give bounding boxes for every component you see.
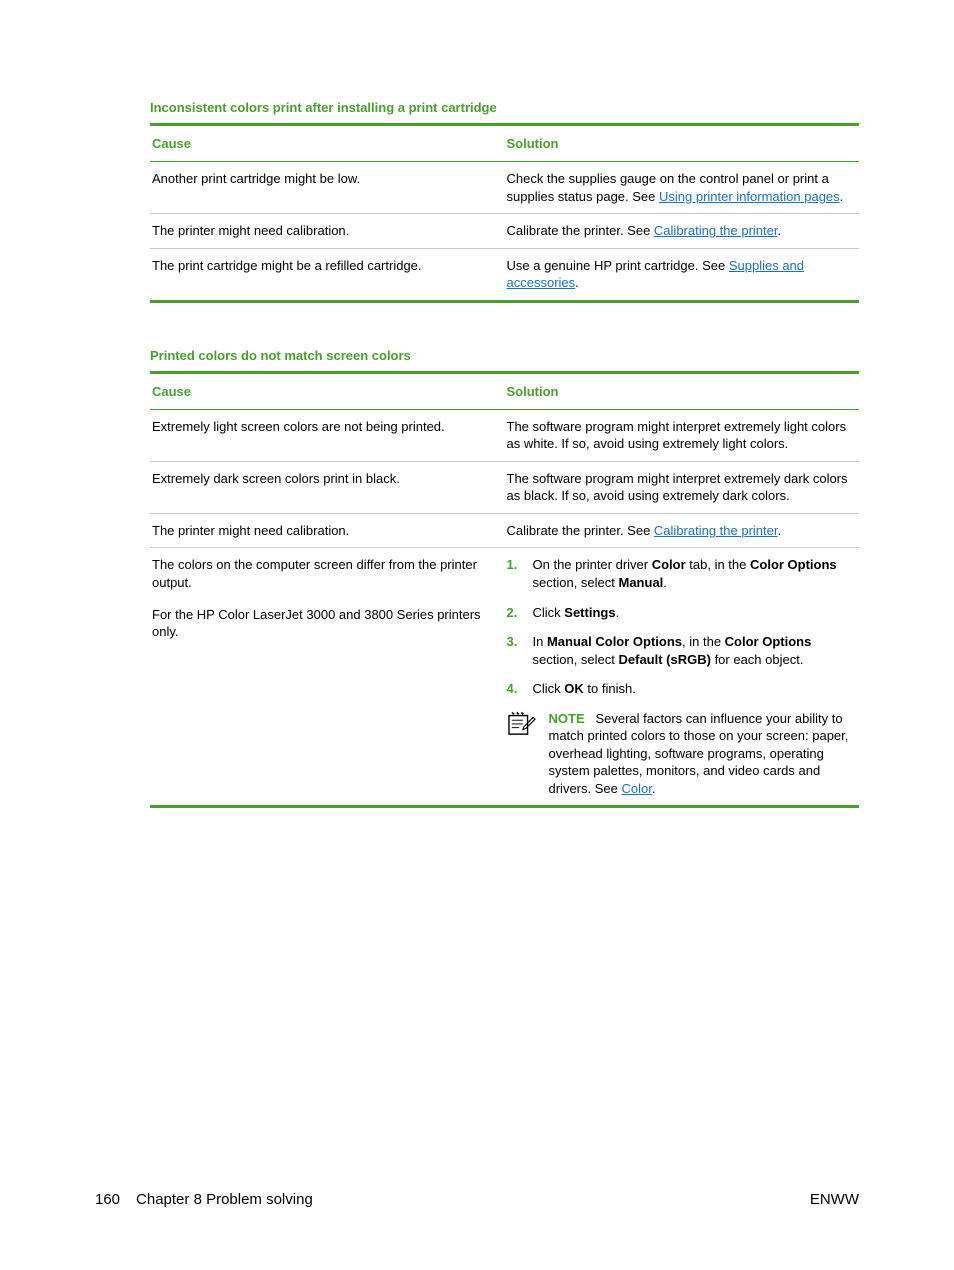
th-cause: Cause <box>150 125 505 162</box>
page-number: 160 <box>95 1191 120 1208</box>
th-solution: Solution <box>505 125 860 162</box>
list-item: 1. On the printer driver Color tab, in t… <box>507 556 858 591</box>
th-solution: Solution <box>505 372 860 409</box>
table1: Cause Solution Another print cartridge m… <box>150 123 859 303</box>
table-row: The colors on the computer screen differ… <box>150 548 859 807</box>
footer-right: ENWW <box>810 1191 859 1208</box>
table2: Cause Solution Extremely light screen co… <box>150 371 859 809</box>
note-block: NOTE Several factors can influence your … <box>507 710 858 798</box>
solution-cell: Calibrate the printer. See Calibrating t… <box>505 214 860 249</box>
note-icon <box>507 710 537 736</box>
cause-cell: Extremely dark screen colors print in bl… <box>150 461 505 513</box>
link-color[interactable]: Color <box>621 781 651 796</box>
table-row: The printer might need calibration. Cali… <box>150 214 859 249</box>
table-row: Extremely light screen colors are not be… <box>150 409 859 461</box>
solution-cell: The software program might interpret ext… <box>505 461 860 513</box>
chapter-title: Chapter 8 Problem solving <box>136 1191 313 1208</box>
list-item: 2. Click Settings. <box>507 604 858 622</box>
solution-cell: Calibrate the printer. See Calibrating t… <box>505 513 860 548</box>
link-calibrating-printer[interactable]: Calibrating the printer <box>654 523 778 538</box>
page-footer: 160 Chapter 8 Problem solving ENWW <box>0 1191 954 1208</box>
note-label: NOTE <box>549 711 585 726</box>
solution-cell: The software program might interpret ext… <box>505 409 860 461</box>
cause-cell: Another print cartridge might be low. <box>150 162 505 214</box>
solution-cell: 1. On the printer driver Color tab, in t… <box>505 548 860 807</box>
table-row: Extremely dark screen colors print in bl… <box>150 461 859 513</box>
table-row: Another print cartridge might be low. Ch… <box>150 162 859 214</box>
steps-list: 1. On the printer driver Color tab, in t… <box>507 556 858 697</box>
solution-cell: Check the supplies gauge on the control … <box>505 162 860 214</box>
cause-cell: The colors on the computer screen differ… <box>150 548 505 807</box>
table-row: The printer might need calibration. Cali… <box>150 513 859 548</box>
list-item: 3. In Manual Color Options, in the Color… <box>507 633 858 668</box>
table1-title: Inconsistent colors print after installi… <box>150 100 859 115</box>
cause-cell: The print cartridge might be a refilled … <box>150 248 505 301</box>
cause-cell: The printer might need calibration. <box>150 513 505 548</box>
cause-cell: Extremely light screen colors are not be… <box>150 409 505 461</box>
cause-cell: The printer might need calibration. <box>150 214 505 249</box>
solution-cell: Use a genuine HP print cartridge. See Su… <box>505 248 860 301</box>
link-calibrating-printer[interactable]: Calibrating the printer <box>654 223 778 238</box>
th-cause: Cause <box>150 372 505 409</box>
link-printer-info-pages[interactable]: Using printer information pages <box>659 189 840 204</box>
table-row: The print cartridge might be a refilled … <box>150 248 859 301</box>
list-item: 4. Click OK to finish. <box>507 680 858 698</box>
table2-title: Printed colors do not match screen color… <box>150 348 859 363</box>
